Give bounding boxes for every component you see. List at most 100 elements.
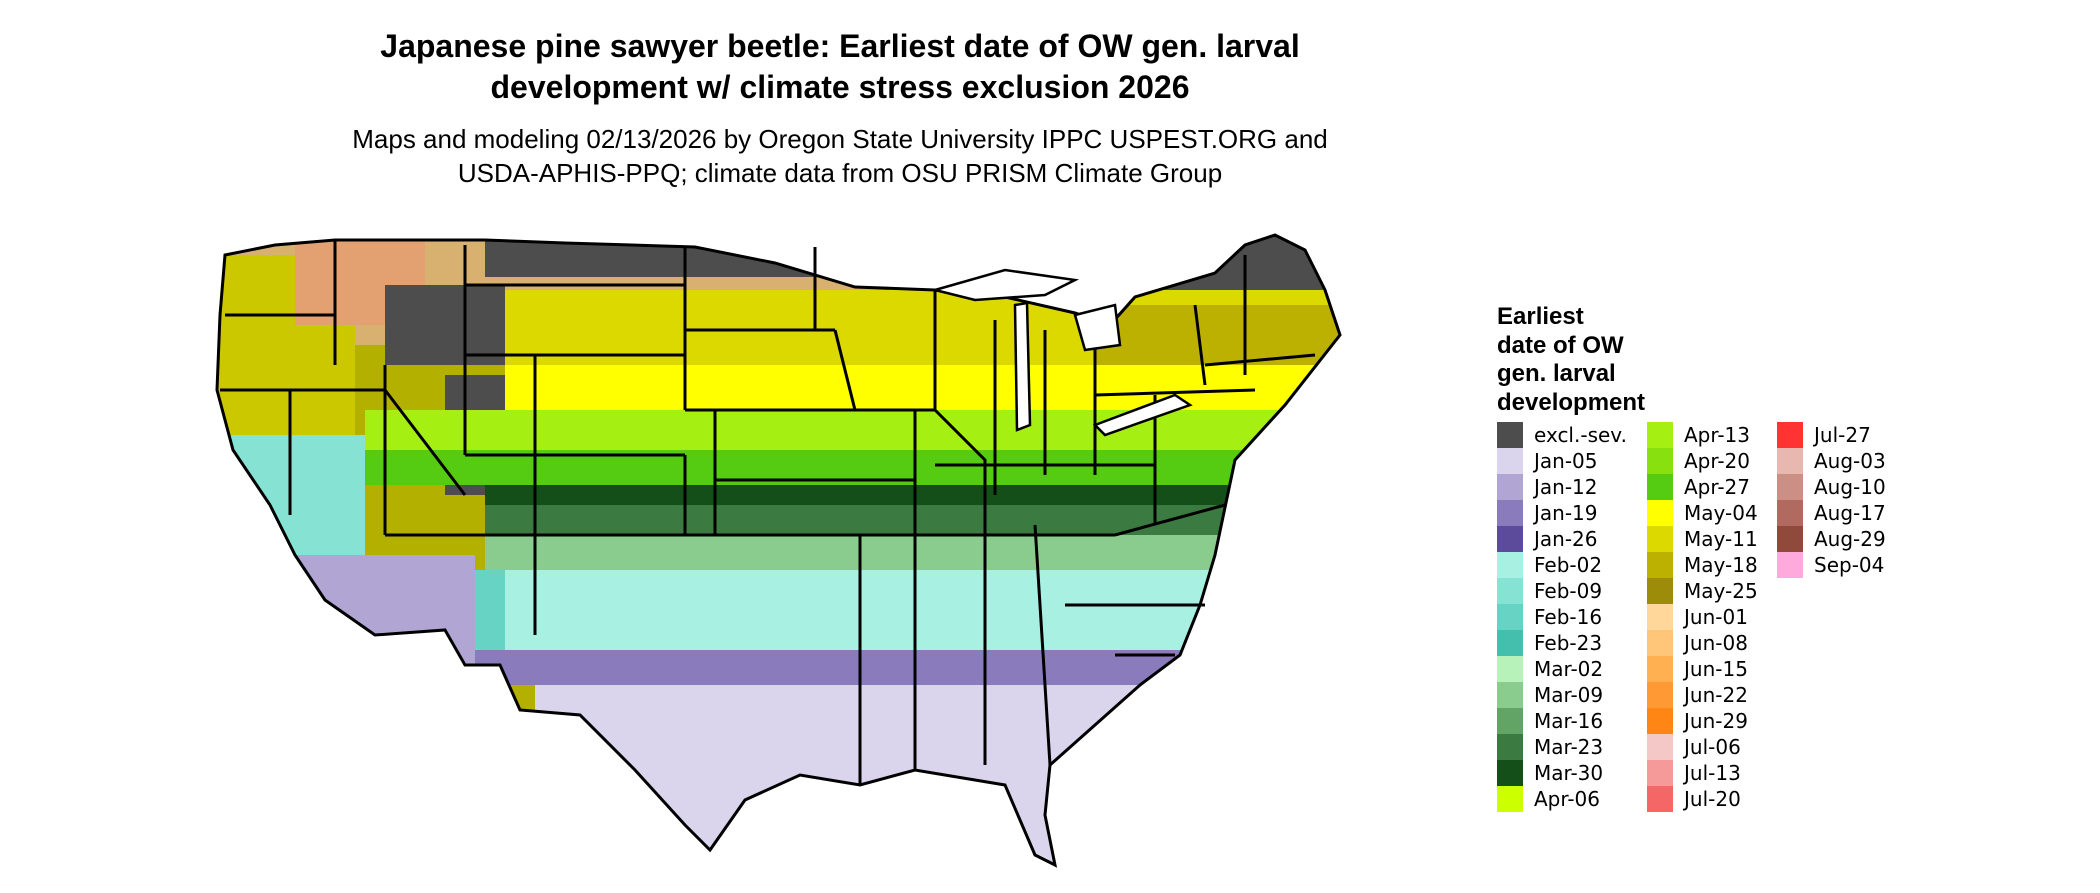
legend-swatch bbox=[1777, 526, 1803, 552]
legend-item: Mar-09 bbox=[1497, 682, 1637, 708]
legend-swatch bbox=[1647, 734, 1673, 760]
legend-label: Jun-15 bbox=[1684, 657, 1748, 681]
legend-item: Aug-03 bbox=[1777, 448, 1917, 474]
legend-swatch bbox=[1647, 630, 1673, 656]
legend-item: May-04 bbox=[1647, 500, 1787, 526]
legend-label: Feb-23 bbox=[1534, 631, 1603, 655]
legend-label: Jan-05 bbox=[1534, 449, 1598, 473]
legend-swatch bbox=[1647, 656, 1673, 682]
legend-label: May-04 bbox=[1684, 501, 1758, 525]
legend-swatch bbox=[1497, 786, 1523, 812]
legend-swatch bbox=[1647, 682, 1673, 708]
legend-label: Feb-09 bbox=[1534, 579, 1603, 603]
legend-label: Mar-09 bbox=[1534, 683, 1604, 707]
legend-swatch bbox=[1647, 604, 1673, 630]
legend-title: Earliest date of OW gen. larval developm… bbox=[1497, 303, 1645, 417]
legend-swatch bbox=[1497, 526, 1523, 552]
legend-label: Aug-10 bbox=[1814, 475, 1886, 499]
legend-item: Feb-09 bbox=[1497, 578, 1637, 604]
legend-swatch bbox=[1777, 500, 1803, 526]
legend-item: Feb-16 bbox=[1497, 604, 1637, 630]
legend-swatch bbox=[1497, 734, 1523, 760]
legend-label: Mar-30 bbox=[1534, 761, 1604, 785]
legend-item: Apr-06 bbox=[1497, 786, 1637, 812]
legend-label: Feb-02 bbox=[1534, 553, 1603, 577]
legend-title-line-2: date of OW bbox=[1497, 331, 1624, 359]
legend-item: Apr-13 bbox=[1647, 422, 1787, 448]
legend-item: Jul-13 bbox=[1647, 760, 1787, 786]
legend-label: Apr-06 bbox=[1534, 787, 1600, 811]
legend-label: Jul-20 bbox=[1684, 787, 1741, 811]
legend-item: Feb-02 bbox=[1497, 552, 1637, 578]
legend-label: Mar-23 bbox=[1534, 735, 1604, 759]
legend-item: Jun-29 bbox=[1647, 708, 1787, 734]
legend-label: Jan-12 bbox=[1534, 475, 1598, 499]
legend-swatch bbox=[1647, 526, 1673, 552]
legend-item: May-18 bbox=[1647, 552, 1787, 578]
legend-item: Sep-04 bbox=[1777, 552, 1917, 578]
legend-item: Jul-20 bbox=[1647, 786, 1787, 812]
legend-label: Apr-20 bbox=[1684, 449, 1750, 473]
legend-swatch bbox=[1497, 760, 1523, 786]
legend-label: May-18 bbox=[1684, 553, 1758, 577]
legend-swatch bbox=[1647, 422, 1673, 448]
legend-label: Jul-06 bbox=[1684, 735, 1741, 759]
legend-swatch bbox=[1647, 552, 1673, 578]
legend-item: excl.-sev. bbox=[1497, 422, 1637, 448]
legend-label: excl.-sev. bbox=[1534, 423, 1627, 447]
legend-item: Jan-26 bbox=[1497, 526, 1637, 552]
legend-item: Jan-19 bbox=[1497, 500, 1637, 526]
legend-label: Apr-27 bbox=[1684, 475, 1750, 499]
legend-item: Jul-06 bbox=[1647, 734, 1787, 760]
legend-swatch bbox=[1777, 474, 1803, 500]
legend-item: Jan-12 bbox=[1497, 474, 1637, 500]
legend-label: Jul-27 bbox=[1814, 423, 1871, 447]
legend-item: Jul-27 bbox=[1777, 422, 1917, 448]
map-title-line-1: Japanese pine sawyer beetle: Earliest da… bbox=[380, 28, 1300, 64]
legend-swatch bbox=[1497, 448, 1523, 474]
legend-swatch bbox=[1647, 474, 1673, 500]
legend-item: Jun-01 bbox=[1647, 604, 1787, 630]
legend-swatch bbox=[1497, 552, 1523, 578]
legend-label: Aug-03 bbox=[1814, 449, 1886, 473]
climate-zones bbox=[217, 235, 1340, 865]
map-subtitle: Maps and modeling 02/13/2026 by Oregon S… bbox=[240, 122, 1440, 190]
legend-label: Jun-22 bbox=[1684, 683, 1748, 707]
legend-item: Jan-05 bbox=[1497, 448, 1637, 474]
legend-label: Jan-19 bbox=[1534, 501, 1598, 525]
legend-swatch bbox=[1497, 474, 1523, 500]
legend-label: May-11 bbox=[1684, 527, 1758, 551]
legend-label: Aug-29 bbox=[1814, 527, 1886, 551]
legend-swatch bbox=[1497, 656, 1523, 682]
legend-swatch bbox=[1497, 604, 1523, 630]
legend-swatch bbox=[1647, 448, 1673, 474]
legend-item: Jun-15 bbox=[1647, 656, 1787, 682]
legend-label: Aug-17 bbox=[1814, 501, 1886, 525]
map-title-line-2: development w/ climate stress exclusion … bbox=[490, 69, 1190, 105]
legend-swatch bbox=[1497, 578, 1523, 604]
legend-item: Apr-20 bbox=[1647, 448, 1787, 474]
legend-label: Mar-02 bbox=[1534, 657, 1604, 681]
legend-label: Jan-26 bbox=[1534, 527, 1598, 551]
legend-label: Jun-29 bbox=[1684, 709, 1748, 733]
legend-item: May-25 bbox=[1647, 578, 1787, 604]
legend-item: Mar-23 bbox=[1497, 734, 1637, 760]
legend-item: Mar-02 bbox=[1497, 656, 1637, 682]
legend-swatch bbox=[1647, 578, 1673, 604]
legend-title-line-1: Earliest bbox=[1497, 303, 1584, 330]
legend-label: Feb-16 bbox=[1534, 605, 1603, 629]
legend-label: May-25 bbox=[1684, 579, 1758, 603]
legend-swatch bbox=[1497, 708, 1523, 734]
legend-swatch bbox=[1777, 422, 1803, 448]
legend-swatch bbox=[1647, 786, 1673, 812]
legend-swatch bbox=[1497, 630, 1523, 656]
legend-item: Feb-23 bbox=[1497, 630, 1637, 656]
legend-label: Apr-13 bbox=[1684, 423, 1750, 447]
legend-label: Jun-08 bbox=[1684, 631, 1748, 655]
legend-label: Mar-16 bbox=[1534, 709, 1604, 733]
legend-swatch bbox=[1647, 708, 1673, 734]
us-phenology-map bbox=[215, 233, 1342, 868]
legend-swatch bbox=[1497, 500, 1523, 526]
map-title: Japanese pine sawyer beetle: Earliest da… bbox=[240, 26, 1440, 108]
legend-title-line-3: gen. larval bbox=[1497, 360, 1616, 387]
